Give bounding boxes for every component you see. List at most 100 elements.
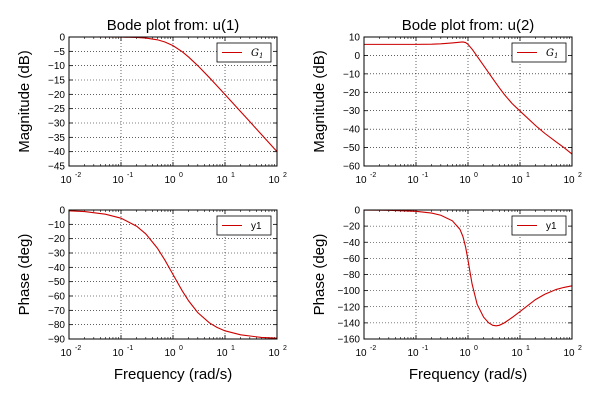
legend-label: G1 xyxy=(546,48,558,60)
axes-frame xyxy=(363,209,573,340)
series-line xyxy=(364,41,573,155)
x-tick-label: 10 xyxy=(216,175,228,186)
legend: G1 xyxy=(511,42,567,63)
legend-label: y1 xyxy=(251,221,262,232)
x-tick-exponent: -2 xyxy=(370,172,376,179)
x-tick-exponent: -2 xyxy=(75,172,81,179)
y-tick-label: −30 xyxy=(343,106,360,117)
y-tick-label: 10 xyxy=(349,33,361,44)
x-tick-exponent: 2 xyxy=(283,172,287,179)
y-tick-label: −10 xyxy=(343,69,360,80)
x-tick-label: 10 xyxy=(459,175,471,186)
x-tick-exponent: 1 xyxy=(526,172,530,179)
y-tick-label: −100 xyxy=(337,286,360,297)
y-tick-label: −5 xyxy=(54,47,66,58)
y-tick-label: −45 xyxy=(48,162,65,173)
x-tick-exponent: 1 xyxy=(231,345,235,352)
y-tick-label: −35 xyxy=(48,133,65,144)
x-tick-exponent: -2 xyxy=(75,345,81,352)
legend: y1 xyxy=(511,215,567,236)
plot-title: Bode plot from: u(2) xyxy=(402,17,535,34)
x-tick-label: 10 xyxy=(268,348,280,359)
x-tick-exponent: -1 xyxy=(422,345,428,352)
x-tick-label: 10 xyxy=(60,348,72,359)
y-tick-label: 0 xyxy=(354,51,360,62)
y-tick-label: −60 xyxy=(343,162,360,173)
y-tick-label: −40 xyxy=(48,263,65,274)
y-tick-label: −20 xyxy=(343,222,360,233)
x-tick-exponent: 0 xyxy=(179,172,183,179)
y-tick-label: −20 xyxy=(48,234,65,245)
x-axis-label: Frequency (rad/s) xyxy=(409,366,527,383)
x-tick-exponent: 1 xyxy=(231,172,235,179)
series-line xyxy=(363,209,573,327)
x-tick-exponent: 2 xyxy=(578,172,582,179)
x-tick-exponent: 0 xyxy=(179,345,183,352)
x-tick-label: 10 xyxy=(459,348,471,359)
x-tick-exponent: -1 xyxy=(127,345,133,352)
y-tick-label: −50 xyxy=(48,277,65,288)
y-tick-label: −120 xyxy=(337,302,360,313)
y-tick-label: −40 xyxy=(48,147,65,158)
x-tick-label: 10 xyxy=(112,348,124,359)
y-tick-label: −60 xyxy=(48,292,65,303)
y-tick-label: −15 xyxy=(48,76,65,87)
y-tick-label: 0 xyxy=(354,206,360,217)
x-tick-label: 10 xyxy=(164,175,176,186)
legend-box xyxy=(216,215,272,236)
legend: y1 xyxy=(216,215,272,236)
x-tick-label: 10 xyxy=(563,175,575,186)
x-tick-label: 10 xyxy=(563,348,575,359)
legend-box xyxy=(511,42,567,63)
x-tick-label: 10 xyxy=(407,348,419,359)
y-tick-label: −90 xyxy=(48,335,65,346)
x-tick-label: 10 xyxy=(407,175,419,186)
y-tick-label: −40 xyxy=(343,125,360,136)
subplot-1: 10 -2 10 -1 10 0 10 1 10 20−5−10−15−20−25−30−35−4… xyxy=(16,17,287,186)
y-tick-label: −80 xyxy=(48,320,65,331)
plot-title: Bode plot from: u(1) xyxy=(107,17,240,34)
y-tick-label: −70 xyxy=(48,306,65,317)
legend-label: y1 xyxy=(546,221,557,232)
y-tick-label: −80 xyxy=(343,270,360,281)
y-axis-label: Phase (deg) xyxy=(311,234,328,316)
x-tick-exponent: 1 xyxy=(526,345,530,352)
x-tick-label: 10 xyxy=(355,348,367,359)
legend: G1 xyxy=(216,42,272,63)
y-axis-label: Magnitude (dB) xyxy=(16,50,33,153)
axes-frame xyxy=(68,36,278,167)
axes-frame xyxy=(68,209,278,340)
x-tick-exponent: 0 xyxy=(474,172,478,179)
x-tick-label: 10 xyxy=(60,175,72,186)
y-tick-label: −30 xyxy=(48,119,65,130)
x-tick-label: 10 xyxy=(355,175,367,186)
y-tick-label: −50 xyxy=(343,143,360,154)
y-tick-label: −40 xyxy=(343,238,360,249)
y-tick-label: 0 xyxy=(59,206,65,217)
y-tick-label: −160 xyxy=(337,335,360,346)
subplot-2: 10 -2 10 -1 10 0 10 1 10 2100−10−20−30−40−50−60Bo… xyxy=(311,17,582,186)
legend-box xyxy=(216,42,272,63)
x-tick-label: 10 xyxy=(112,175,124,186)
y-tick-label: −10 xyxy=(48,220,65,231)
y-tick-label: −30 xyxy=(48,249,65,260)
x-tick-label: 10 xyxy=(268,175,280,186)
x-tick-label: 10 xyxy=(164,348,176,359)
axes-frame xyxy=(363,36,573,167)
legend-label: G1 xyxy=(251,48,263,60)
series-line xyxy=(68,210,278,339)
subplot-3: 10 -2 10 -1 10 0 10 1 10 20−10−20−30−40−50−60−70−… xyxy=(16,206,287,384)
x-tick-exponent: -2 xyxy=(370,345,376,352)
x-tick-exponent: 0 xyxy=(474,345,478,352)
x-tick-exponent: -1 xyxy=(127,172,133,179)
y-tick-label: −10 xyxy=(48,61,65,72)
subplot-4: 10 -2 10 -1 10 0 10 1 10 20−20−40−60−80−100−120−1… xyxy=(311,206,582,384)
y-tick-label: −20 xyxy=(48,90,65,101)
x-tick-label: 10 xyxy=(216,348,228,359)
legend-box xyxy=(511,215,567,236)
y-axis-label: Phase (deg) xyxy=(16,234,33,316)
x-axis-label: Frequency (rad/s) xyxy=(114,366,232,383)
x-tick-exponent: -1 xyxy=(422,172,428,179)
x-tick-exponent: 2 xyxy=(578,345,582,352)
